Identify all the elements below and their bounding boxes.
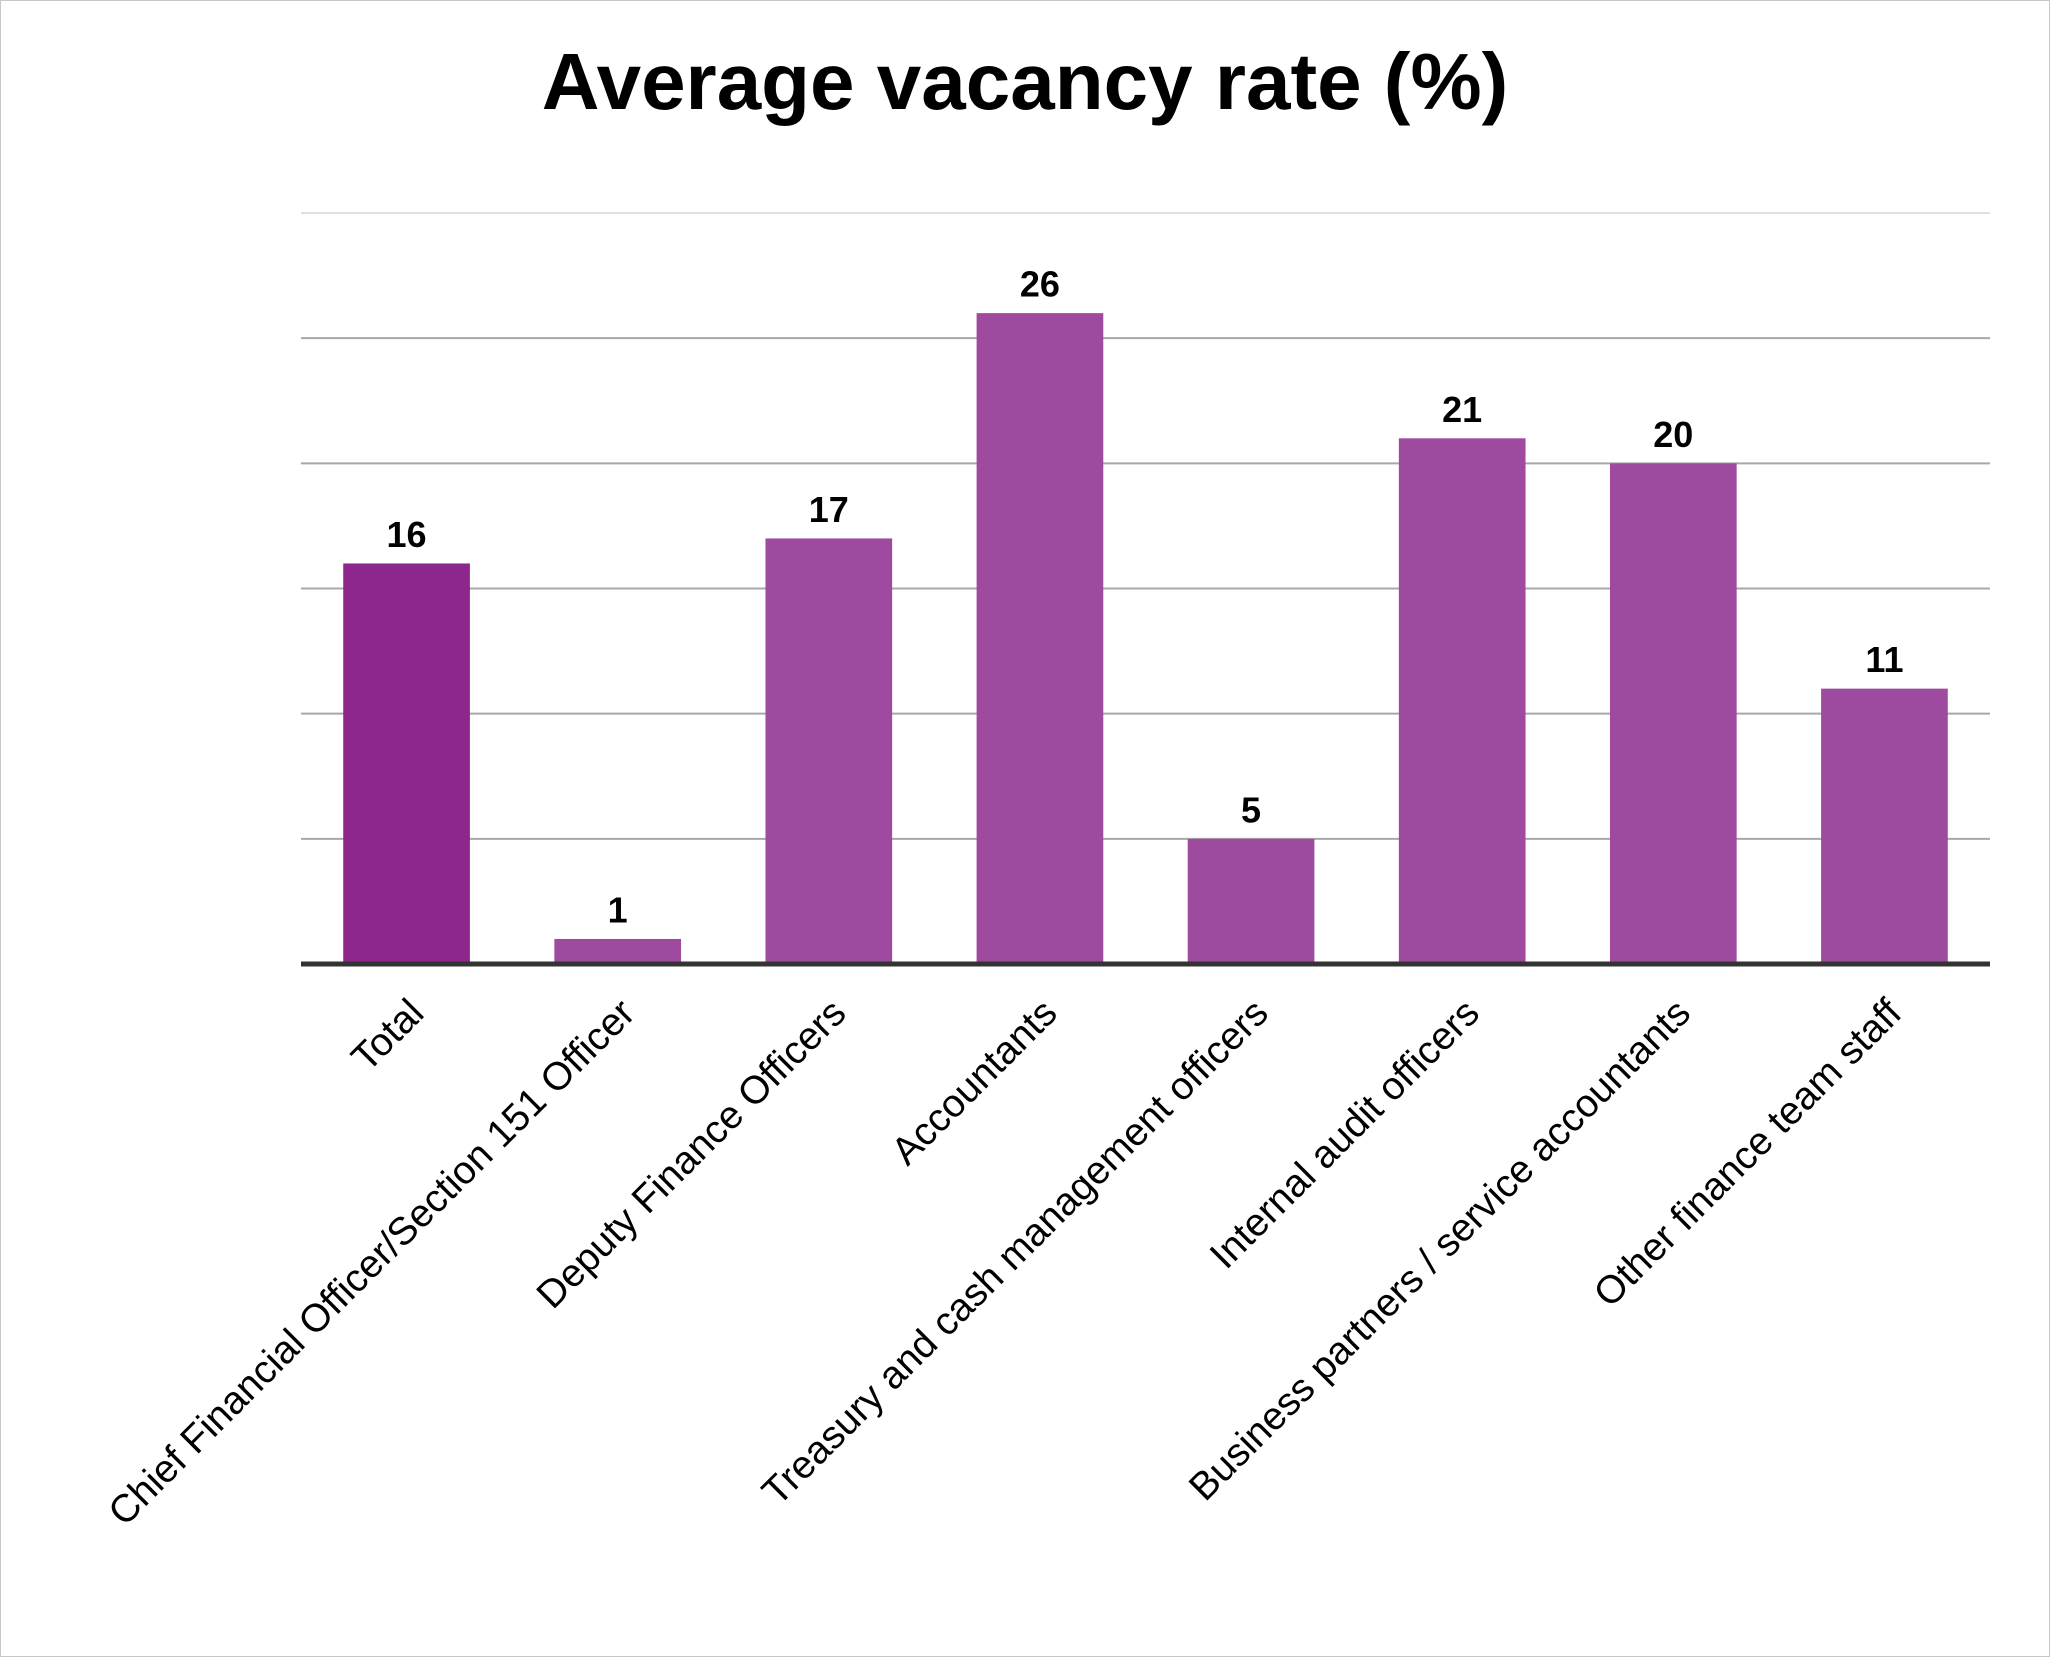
value-label: 26	[1020, 264, 1060, 305]
bar	[554, 938, 682, 964]
bar	[976, 313, 1104, 965]
value-label: 1	[608, 889, 628, 930]
value-label: 21	[1442, 389, 1482, 430]
value-label: 11	[1865, 639, 1903, 680]
chart-title: Average vacancy rate (%)	[542, 37, 1508, 126]
bar	[1821, 688, 1948, 964]
bar	[765, 538, 893, 964]
value-label: 16	[387, 514, 427, 555]
bar	[1187, 838, 1315, 964]
bar	[343, 563, 470, 964]
value-label: 17	[809, 489, 849, 530]
bar	[1398, 438, 1526, 964]
bar	[1609, 463, 1737, 964]
value-label: 20	[1653, 414, 1693, 455]
value-label: 5	[1241, 789, 1261, 830]
